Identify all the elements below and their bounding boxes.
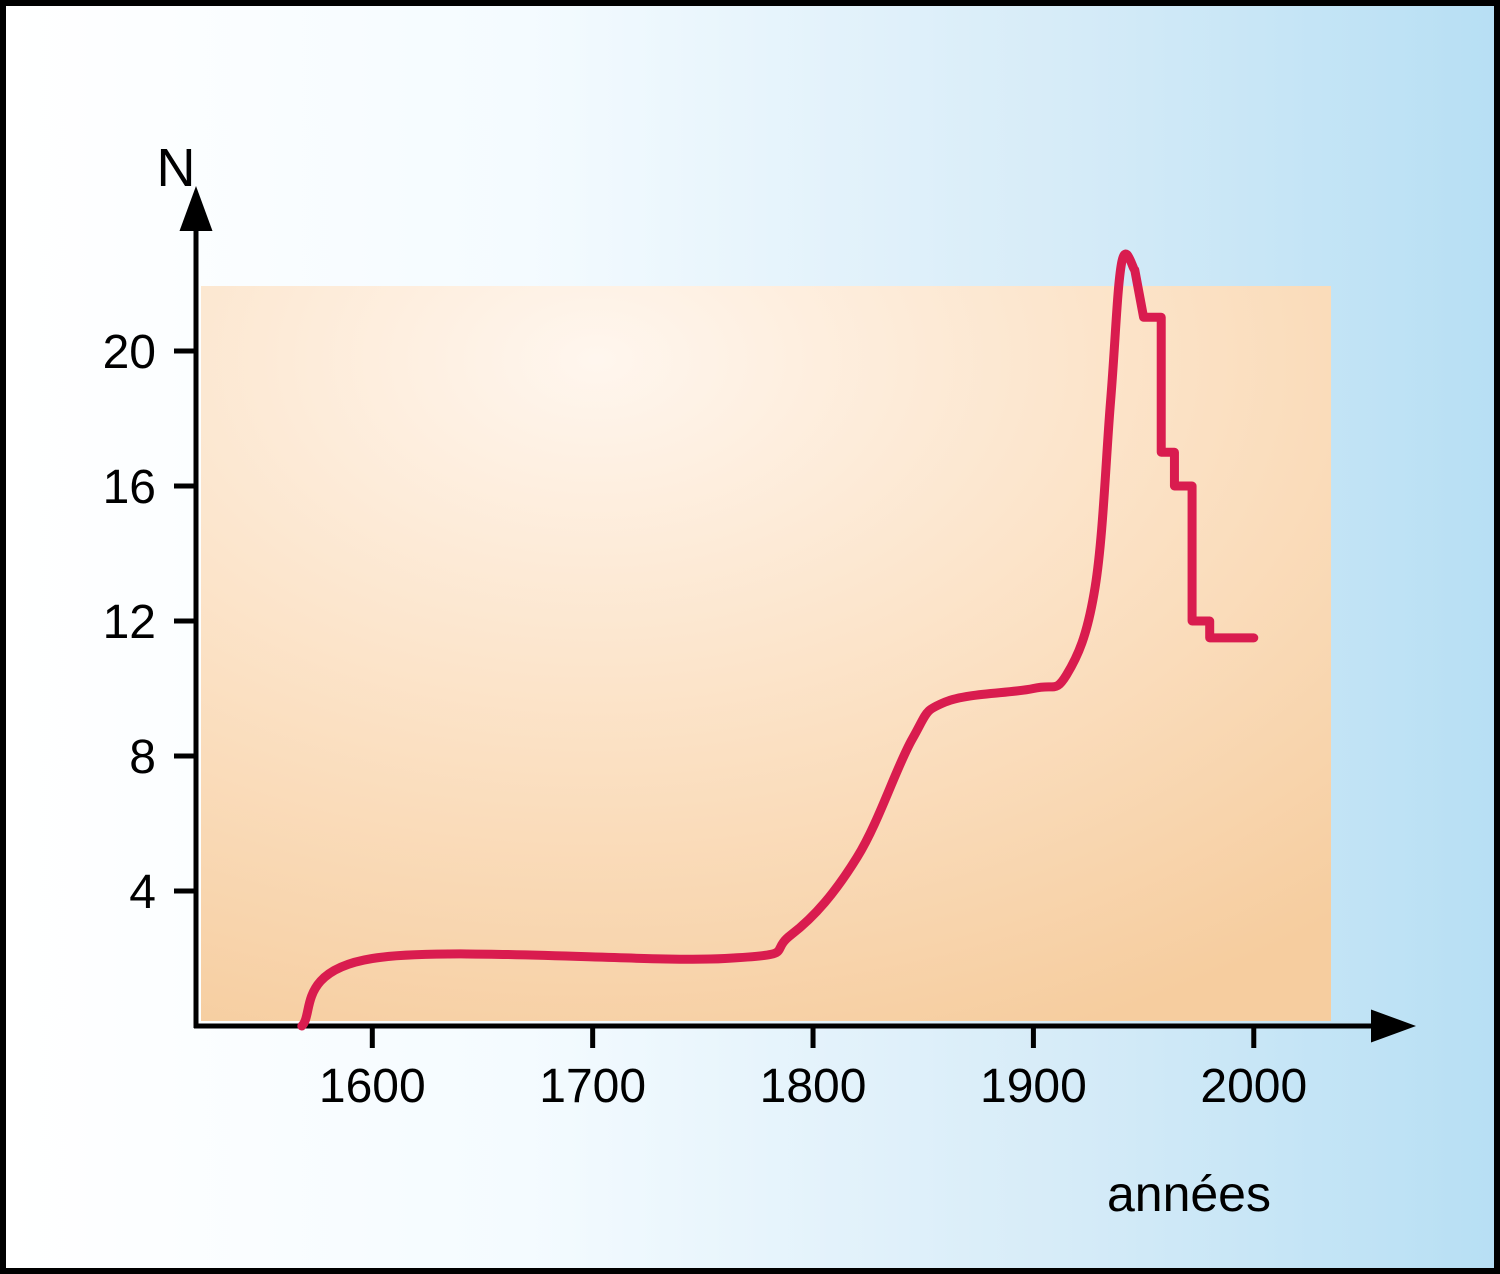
x-axis-label: années bbox=[1107, 1166, 1271, 1222]
x-tick-label: 2000 bbox=[1200, 1060, 1307, 1113]
y-tick-label: 20 bbox=[103, 326, 156, 379]
x-tick-label: 1800 bbox=[760, 1060, 867, 1113]
y-axis-label: N bbox=[157, 138, 196, 198]
chart-frame: 4 8 12 16 20 1600 1700 1800 1900 2000 N années bbox=[0, 0, 1500, 1274]
chart-svg: 4 8 12 16 20 1600 1700 1800 1900 2000 N années bbox=[6, 6, 1494, 1268]
y-tick-label: 4 bbox=[129, 866, 156, 919]
x-tick-label: 1900 bbox=[980, 1060, 1087, 1113]
x-tick-label: 1600 bbox=[319, 1060, 426, 1113]
y-tick-label: 12 bbox=[103, 596, 156, 649]
x-tick-label: 1700 bbox=[539, 1060, 646, 1113]
y-tick-label: 8 bbox=[129, 731, 156, 784]
y-tick-label: 16 bbox=[103, 461, 156, 514]
